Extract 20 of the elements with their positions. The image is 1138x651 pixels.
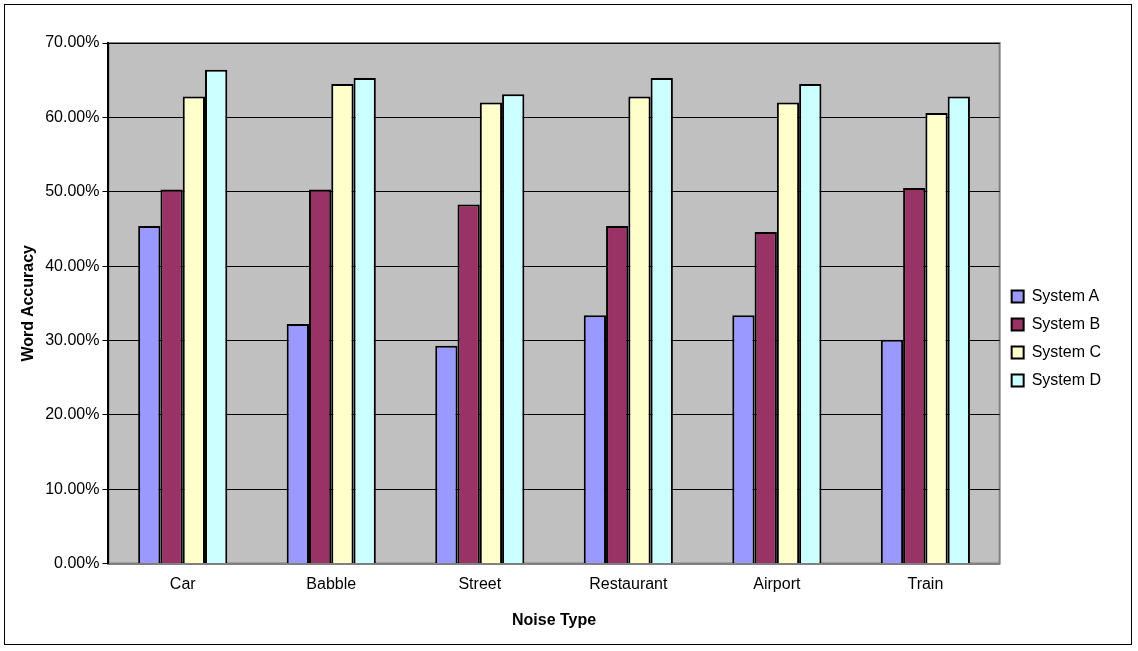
y-tick-label: 60.00% [45,107,100,125]
x-tick-label: Train [907,574,944,592]
x-tick-label: Restaurant [589,574,669,592]
y-tick-label: 20.00% [45,405,100,423]
legend-label: System B [1031,314,1101,332]
y-tick-label: 30.00% [45,330,100,348]
y-axis-title: Word Accuracy [19,244,37,362]
y-tick-label: 10.00% [45,479,100,497]
y-tick-label: 70.00% [45,33,100,51]
y-tick-label: 50.00% [45,182,100,200]
y-tick-label: 0.00% [54,554,100,572]
y-tick-label: 40.00% [45,256,100,274]
x-axis-title: Noise Type [511,610,597,628]
legend-label: System C [1031,342,1101,360]
x-tick-label: Street [458,574,502,592]
x-tick-label: Airport [753,574,801,592]
x-tick-label: Babble [306,574,357,592]
legend-label: System A [1031,286,1100,304]
legend-label: System D [1031,370,1101,388]
x-tick-label: Car [169,574,197,592]
